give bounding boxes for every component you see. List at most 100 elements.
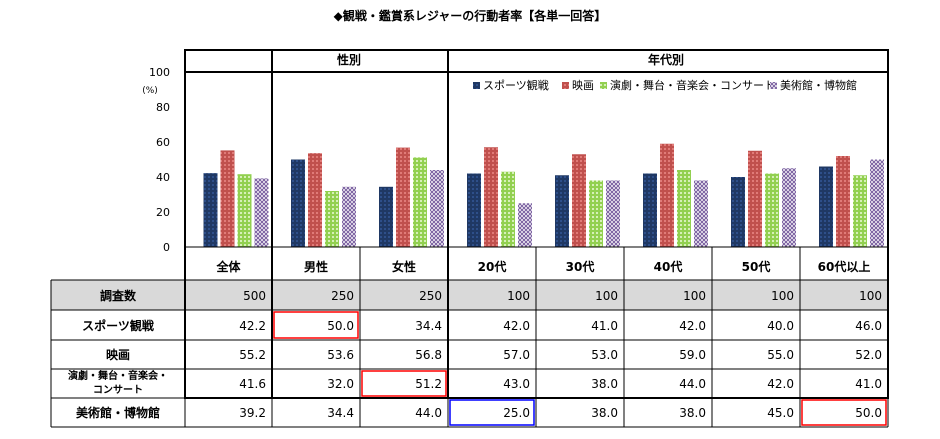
value-cell: 46.0 [855,319,882,333]
value-cell: 51.2 [415,377,442,391]
sample-size-cell: 100 [859,289,882,303]
value-cell: 41.0 [591,319,618,333]
group-label-gender: 性別 [336,52,361,67]
bar-3-1 [342,186,356,247]
sample-size-cell: 100 [507,289,530,303]
value-cell: 55.2 [239,348,266,362]
sample-size-cell: 100 [595,289,618,303]
value-cell: 43.0 [503,377,530,391]
bar-3-6 [782,168,796,247]
value-cell: 34.4 [327,406,354,420]
value-cell: 56.8 [415,348,442,362]
value-cell: 42.0 [767,377,794,391]
bar-2-3 [501,171,515,247]
legend-label: 美術館・博物館 [780,78,857,92]
bar-1-5 [660,143,674,247]
sample-size-cell: 100 [683,289,706,303]
value-cell: 38.0 [591,406,618,420]
row-label-sample: 調査数 [100,288,137,303]
bar-1-7 [836,156,850,247]
legend-label: 映画 [572,79,594,92]
y-axis-unit: (%) [142,86,158,96]
bar-0-7 [819,166,833,247]
sample-size-cell: 500 [243,289,266,303]
frame-age [447,49,889,399]
row-label: 映画 [106,347,130,362]
value-cell: 34.4 [415,319,442,333]
category-label: 60代以上 [818,259,871,274]
y-tick-label: 40 [156,171,170,184]
value-cell: 57.0 [503,348,530,362]
bar-0-3 [467,173,481,247]
y-tick-label: 20 [156,206,170,219]
category-label: 全体 [215,259,241,274]
bar-3-5 [694,180,708,247]
sample-size-cell: 250 [331,289,354,303]
row-label: 美術館・博物館 [76,405,160,420]
value-cell: 42.0 [679,319,706,333]
value-cell: 50.0 [855,406,882,420]
value-cell: 55.0 [767,348,794,362]
y-tick-label: 100 [149,66,170,79]
bar-0-1 [291,159,305,247]
category-label: 男性 [304,259,328,274]
value-cell: 44.0 [415,406,442,420]
value-cell: 41.6 [239,377,266,391]
category-label: 30代 [566,259,595,274]
sample-row-fill [51,280,888,310]
bar-2-6 [765,173,779,247]
row-label-line: コンサート [93,384,143,396]
bar-2-5 [677,170,691,247]
bar-3-7 [870,159,884,247]
value-cell: 44.0 [679,377,706,391]
value-cell: 45.0 [767,406,794,420]
value-cell: 52.0 [855,348,882,362]
value-cell: 59.0 [679,348,706,362]
highlight-box [801,399,887,426]
highlight-box [361,370,447,397]
sample-size-cell: 100 [771,289,794,303]
chart-title: ◆観戦・鑑賞系レジャーの行動者率【各単一回答】 [333,9,607,23]
bar-1-6 [748,150,762,247]
y-tick-label: 60 [156,136,170,149]
bar-1-0 [220,150,235,247]
category-label: 50代 [742,259,771,274]
value-cell: 41.0 [855,377,882,391]
value-cell: 50.0 [327,319,354,333]
bar-1-1 [308,153,322,247]
bar-2-0 [237,174,252,247]
legend-label: スポーツ観戦 [483,78,549,92]
bar-3-2 [430,170,444,247]
category-label: 20代 [478,259,507,274]
bar-2-1 [325,191,339,247]
bar-2-7 [853,175,867,247]
row-label-line: 演劇・舞台・音楽会・ [68,369,168,382]
value-cell: 42.0 [503,319,530,333]
bar-1-3 [484,147,498,247]
value-cell: 40.0 [767,319,794,333]
category-label: 女性 [392,259,416,274]
bar-3-0 [254,178,269,247]
highlight-box [449,399,535,426]
legend-swatch-2 [600,82,607,89]
bar-0-2 [379,186,393,247]
bar-0-4 [555,175,569,247]
value-cell: 53.6 [327,348,354,362]
bar-0-5 [643,173,657,247]
bar-3-4 [606,180,620,247]
legend-swatch-0 [473,82,480,89]
bar-0-0 [203,173,218,247]
bar-3-3 [518,203,532,247]
value-cell: 42.2 [239,319,266,333]
legend-swatch-3 [770,82,777,89]
bar-1-4 [572,154,586,247]
category-label: 40代 [654,259,683,274]
bar-2-2 [413,157,427,247]
bar-0-6 [731,177,745,247]
value-cell: 38.0 [679,406,706,420]
value-cell: 25.0 [503,406,530,420]
sample-size-cell: 250 [419,289,442,303]
bar-1-2 [396,147,410,247]
value-cell: 32.0 [327,377,354,391]
